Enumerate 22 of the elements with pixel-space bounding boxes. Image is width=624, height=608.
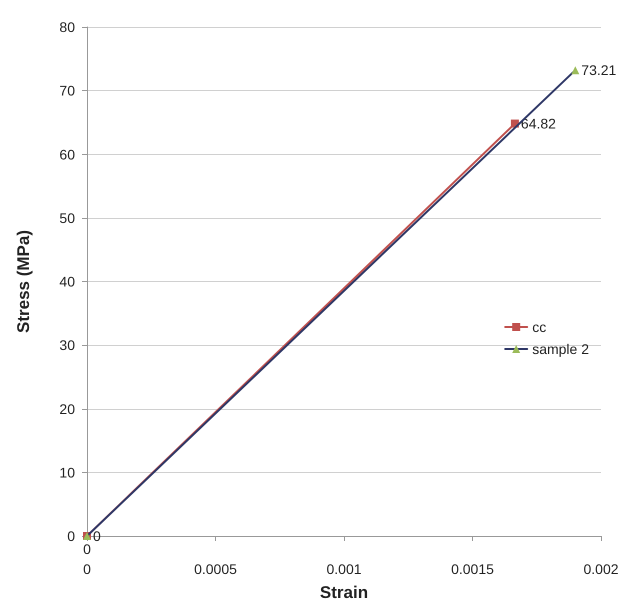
x-tick-label: 0.0005 xyxy=(194,561,238,577)
data-label: 0 xyxy=(83,541,92,557)
y-tick-label: 60 xyxy=(59,146,76,162)
y-tick-label: 10 xyxy=(59,464,76,480)
y-axis-title: Stress (MPa) xyxy=(14,230,33,333)
y-tick-label: 40 xyxy=(59,274,76,290)
y-tick-label: 30 xyxy=(59,337,76,354)
data-label: 73.21 xyxy=(581,62,617,78)
x-tick-label: 0 xyxy=(83,561,92,577)
legend-label: sample 2 xyxy=(532,341,590,357)
y-tick-label: 80 xyxy=(59,19,76,35)
x-axis-title: Strain xyxy=(320,583,368,602)
y-tick-label: 70 xyxy=(59,82,76,99)
data-label: 64.82 xyxy=(520,116,556,132)
x-tick-label: 0.002 xyxy=(583,561,619,577)
y-tick-label: 20 xyxy=(59,400,76,417)
x-tick-label: 0.0015 xyxy=(451,561,494,577)
legend-label: cc xyxy=(532,319,546,335)
data-label: 0 xyxy=(93,528,101,544)
x-tick-label: 0.001 xyxy=(326,561,362,577)
y-tick-label: 50 xyxy=(59,210,76,226)
y-tick-label: 0 xyxy=(67,528,76,544)
